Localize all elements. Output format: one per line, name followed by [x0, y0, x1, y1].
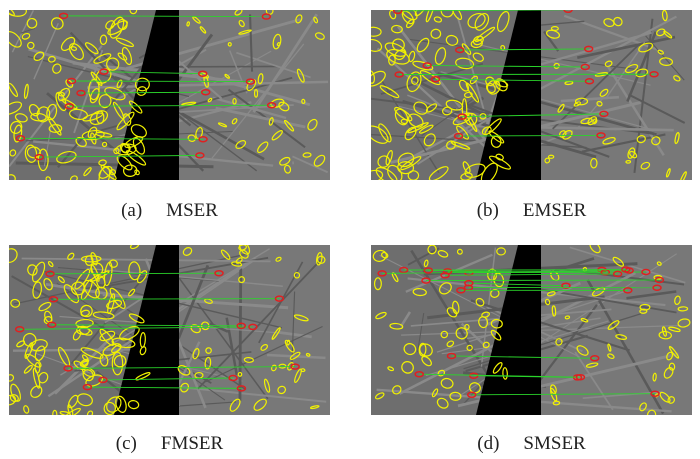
- caption-label: (a): [121, 200, 142, 221]
- panel-image: [371, 10, 692, 180]
- match-line: [426, 280, 659, 281]
- caption: (a) MSER: [9, 200, 330, 222]
- panel-image: [371, 245, 692, 415]
- caption-label: (d): [477, 433, 499, 454]
- caption-method: EMSER: [523, 200, 586, 221]
- caption: (b) EMSER: [371, 200, 692, 222]
- match-line: [50, 273, 219, 274]
- caption-label: (b): [477, 200, 499, 221]
- caption-label: (c): [116, 433, 137, 454]
- caption-method: MSER: [166, 200, 218, 221]
- match-line: [459, 135, 601, 136]
- caption: (c) FMSER: [9, 433, 330, 455]
- caption-method: FMSER: [161, 433, 223, 454]
- match-line: [53, 299, 279, 300]
- panel-image: [9, 245, 330, 415]
- caption: (d) SMSER: [371, 433, 692, 455]
- match-line: [72, 81, 251, 82]
- figure: (a) MSER (b) EMSER (c) FMSER (d) SMSER: [0, 0, 700, 459]
- caption-method: SMSER: [523, 433, 585, 454]
- panel-image: [9, 10, 330, 180]
